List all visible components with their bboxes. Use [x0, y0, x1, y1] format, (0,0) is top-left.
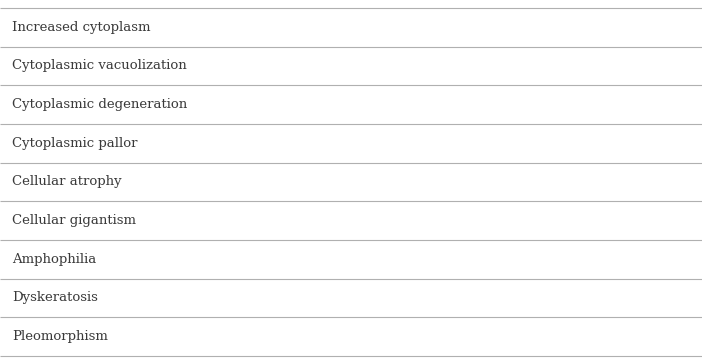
Text: Amphophilia: Amphophilia — [12, 253, 96, 266]
Text: Cellular atrophy: Cellular atrophy — [12, 175, 121, 189]
Text: Pleomorphism: Pleomorphism — [12, 330, 108, 343]
Text: Dyskeratosis: Dyskeratosis — [12, 292, 98, 305]
Text: Increased cytoplasm: Increased cytoplasm — [12, 21, 150, 34]
Text: Cellular gigantism: Cellular gigantism — [12, 214, 136, 227]
Text: Cytoplasmic pallor: Cytoplasmic pallor — [12, 137, 138, 150]
Text: Cytoplasmic degeneration: Cytoplasmic degeneration — [12, 98, 187, 111]
Text: Cytoplasmic vacuolization: Cytoplasmic vacuolization — [12, 59, 187, 72]
